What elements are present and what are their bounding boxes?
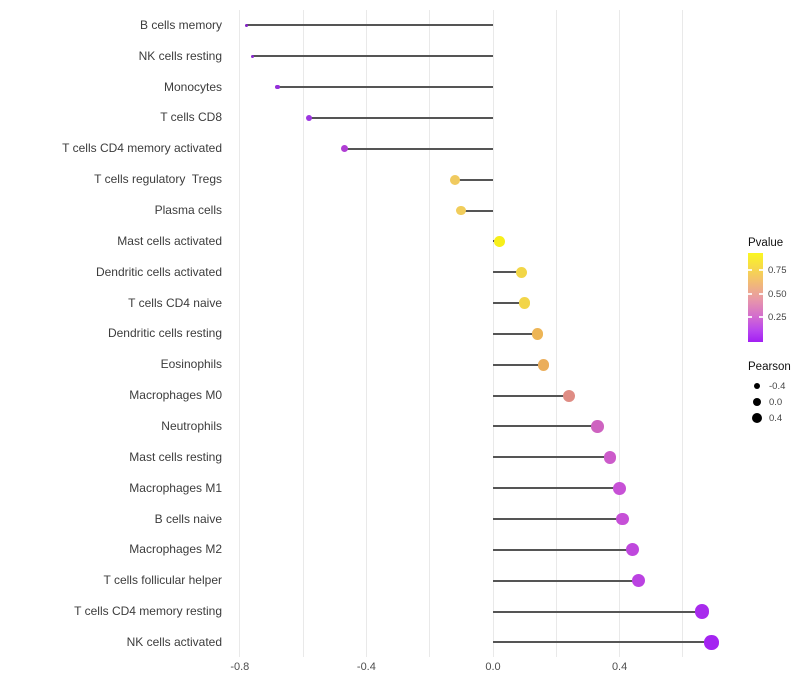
dot-t-cells-cd4-memory-activated bbox=[340, 145, 348, 153]
dot-macrophages-m2 bbox=[625, 543, 639, 557]
lollipop-stem bbox=[493, 271, 522, 274]
lollipop-stem bbox=[493, 518, 623, 520]
y-label-t-cells-cd4-memory-resting: T cells CD4 memory resting bbox=[74, 604, 222, 619]
gridline bbox=[682, 10, 684, 657]
dot-neutrophils bbox=[591, 420, 604, 433]
dot-nk-cells-activated bbox=[704, 635, 719, 650]
dot-mast-cells-activated bbox=[493, 235, 505, 247]
y-label-nk-cells-activated: NK cells activated bbox=[126, 634, 222, 649]
lollipop-stem bbox=[493, 641, 712, 644]
y-label-mast-cells-activated: Mast cells activated bbox=[117, 233, 222, 248]
lollipop-stem bbox=[277, 86, 493, 89]
colorbar-tick-mark bbox=[759, 316, 763, 318]
dot-t-cells-regulatory-tregs bbox=[450, 174, 460, 185]
x-tick-label: 0.4 bbox=[611, 661, 628, 673]
y-label-dendritic-cells-activated: Dendritic cells activated bbox=[95, 264, 222, 279]
y-label-t-cells-cd4-memory-activated: T cells CD4 memory activated bbox=[62, 141, 222, 156]
dot-b-cells-naive bbox=[616, 512, 630, 526]
lollipop-stem bbox=[455, 178, 493, 181]
gridline bbox=[619, 10, 621, 657]
y-label-monocytes: Monocytes bbox=[163, 79, 222, 94]
lollipop-stem bbox=[246, 24, 493, 27]
dot-t-cells-cd8 bbox=[306, 114, 313, 121]
y-label-t-cells-cd8: T cells CD8 bbox=[160, 110, 222, 125]
y-label-macrophages-m2: Macrophages M2 bbox=[129, 542, 222, 557]
y-label-t-cells-cd4-naive: T cells CD4 naive bbox=[128, 295, 222, 310]
pearson-size-key-label: 0.4 bbox=[769, 412, 783, 424]
y-label-dendritic-cells-resting: Dendritic cells resting bbox=[107, 326, 222, 341]
lollipop-stem bbox=[493, 332, 538, 335]
dot-plasma-cells bbox=[456, 205, 467, 216]
y-label-macrophages-m1: Macrophages M1 bbox=[129, 480, 222, 495]
x-tick-label: -0.4 bbox=[356, 661, 376, 673]
pvalue-legend-title: Pvalue bbox=[748, 237, 784, 249]
pearson-size-key-label: 0.0 bbox=[769, 396, 783, 408]
dot-t-cells-cd4-memory-resting bbox=[694, 604, 709, 619]
lollipop-stem bbox=[493, 487, 620, 490]
dot-macrophages-m0 bbox=[562, 389, 575, 402]
dot-t-cells-cd4-naive bbox=[519, 297, 531, 309]
lollipop-stem bbox=[344, 147, 493, 150]
pvalue-colorbar bbox=[748, 253, 763, 342]
pearson-size-key-dot bbox=[752, 413, 762, 423]
colorbar-tick-mark bbox=[759, 269, 763, 271]
x-tick-label: 0.0 bbox=[485, 661, 501, 673]
dot-dendritic-cells-activated bbox=[515, 266, 528, 278]
colorbar-tick-mark bbox=[748, 316, 752, 318]
lollipop-stem bbox=[309, 116, 493, 119]
colorbar-tick-mark bbox=[748, 293, 752, 295]
lollipop-stem bbox=[493, 548, 633, 551]
lollipop-stem bbox=[493, 579, 639, 582]
y-label-b-cells-memory: B cells memory bbox=[139, 17, 222, 32]
y-label-mast-cells-resting: Mast cells resting bbox=[129, 449, 222, 464]
gridline bbox=[302, 10, 304, 657]
dot-b-cells-memory bbox=[244, 23, 248, 27]
pearson-size-key-dot bbox=[753, 382, 761, 390]
x-tick-label: -0.8 bbox=[230, 661, 250, 673]
lollipop-stem bbox=[493, 610, 702, 613]
dot-nk-cells-resting bbox=[250, 54, 255, 58]
y-label-t-cells-follicular-helper: T cells follicular helper bbox=[103, 573, 223, 588]
dot-t-cells-follicular-helper bbox=[631, 574, 646, 588]
lollipop-stem bbox=[493, 394, 569, 397]
dot-mast-cells-resting bbox=[603, 450, 617, 464]
colorbar-tick-label: 0.75 bbox=[768, 264, 787, 276]
lollipop-stem bbox=[493, 302, 525, 305]
y-label-neutrophils: Neutrophils bbox=[161, 418, 222, 433]
dot-dendritic-cells-resting bbox=[531, 328, 544, 340]
gridline bbox=[429, 10, 431, 657]
lollipop-stem bbox=[493, 425, 598, 428]
y-label-eosinophils: Eosinophils bbox=[160, 357, 222, 372]
pearson-legend-title: Pearson bbox=[748, 361, 791, 373]
y-label-t-cells-regulatory-tregs: T cells regulatory Tregs bbox=[94, 172, 222, 187]
lollipop-stem bbox=[461, 209, 493, 212]
lollipop-stem bbox=[493, 456, 611, 459]
dot-macrophages-m1 bbox=[613, 481, 627, 495]
colorbar-tick-label: 0.50 bbox=[768, 288, 787, 300]
colorbar-tick-mark bbox=[759, 293, 763, 295]
y-label-macrophages-m0: Macrophages M0 bbox=[129, 388, 222, 403]
lollipop-stem bbox=[493, 363, 544, 366]
y-label-plasma-cells: Plasma cells bbox=[154, 203, 222, 217]
gridline bbox=[365, 10, 367, 657]
pearson-size-key-dot bbox=[752, 397, 762, 407]
gridline bbox=[239, 10, 241, 657]
y-label-b-cells-naive: B cells naive bbox=[154, 511, 222, 526]
y-label-nk-cells-resting: NK cells resting bbox=[138, 48, 222, 63]
lollipop-stem bbox=[252, 55, 493, 58]
dot-eosinophils bbox=[537, 358, 550, 371]
colorbar-tick-label: 0.25 bbox=[768, 311, 787, 323]
colorbar-tick-mark bbox=[748, 269, 752, 271]
pearson-size-key-label: -0.4 bbox=[769, 380, 786, 392]
dot-monocytes bbox=[275, 84, 281, 90]
gridline bbox=[555, 10, 557, 657]
